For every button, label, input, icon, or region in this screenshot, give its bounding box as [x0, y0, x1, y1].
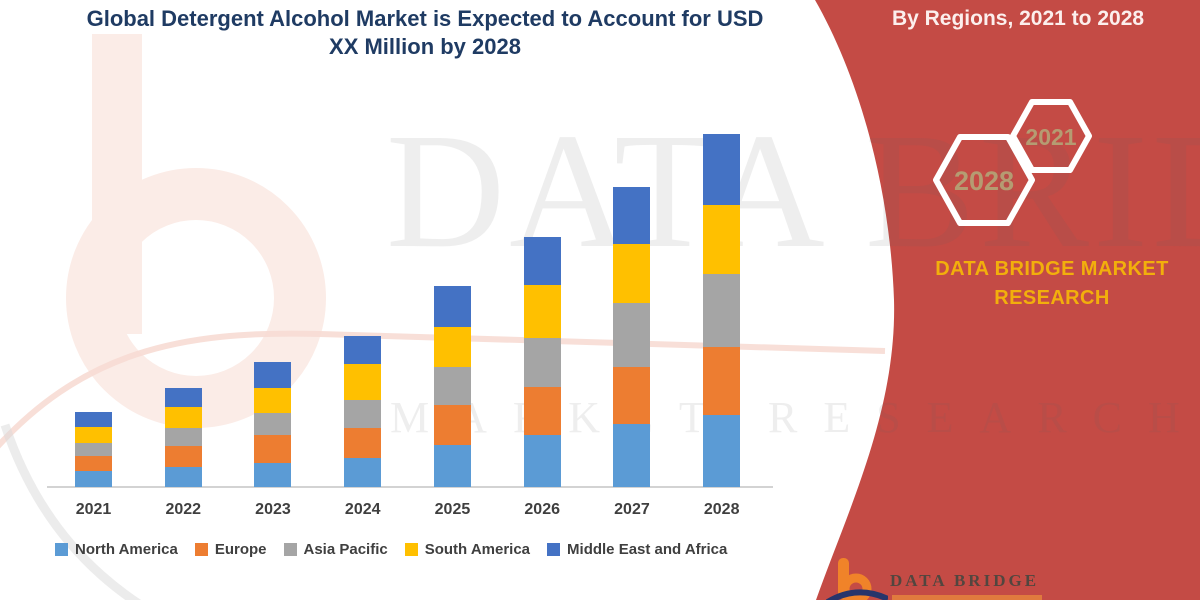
red-banner-path — [815, 0, 1200, 600]
bar-segment-2026-europe — [523, 387, 561, 435]
legend-label: Europe — [214, 541, 267, 558]
bar-segment-2028-middle-east-and-africa — [703, 134, 741, 205]
footer-logo-subtext-sliver — [892, 595, 1042, 600]
chart-title: Global Detergent Alcohol Market is Expec… — [86, 6, 764, 59]
footer-logo-name: DATA BRIDGE — [890, 571, 1040, 590]
bar-segment-2026-asia-pacific — [523, 338, 561, 387]
bar-segment-2028-asia-pacific — [703, 274, 741, 347]
x-axis-label-2023: 2023 — [255, 501, 291, 518]
bar-segment-2028-south-america — [703, 205, 741, 274]
bar-2027 — [613, 187, 651, 487]
bar-segment-2027-middle-east-and-africa — [613, 187, 651, 244]
chart-legend: North America Europe Asia Pacific South Ame… — [55, 541, 727, 558]
bar-2026 — [523, 237, 561, 487]
bar-segment-2022-south-america — [164, 407, 202, 428]
bar-segment-2026-middle-east-and-africa — [523, 237, 561, 285]
legend-label: South America — [424, 541, 531, 558]
bar-segment-2023-asia-pacific — [254, 413, 292, 435]
bar-segment-2027-north-america — [613, 424, 651, 487]
bar-segment-2021-europe — [75, 456, 112, 471]
bar-segment-2025-north-america — [433, 445, 471, 487]
watermark-market-research: MARKET RESEARCH — [390, 393, 1200, 442]
hexagon-2028 — [933, 134, 1035, 226]
watermark-data-bridge: DATA BRIDGE — [386, 99, 1200, 282]
bar-segment-2024-north-america — [344, 458, 382, 487]
bar-segment-2024-south-america — [344, 364, 382, 400]
bar-segment-2023-europe — [254, 435, 292, 463]
bar-2023 — [254, 362, 292, 487]
legend-label: North America — [75, 541, 178, 558]
bar-segment-2021-middle-east-and-africa — [75, 412, 112, 427]
hexagon-year-2028: 2028 — [953, 166, 1015, 196]
legend-swatch-icon — [404, 543, 418, 556]
bar-segment-2021-north-america — [75, 471, 112, 487]
legend-item-middle-east-and-africa: Middle East and Africa — [547, 541, 727, 558]
footer-logo: DATA BRIDGE — [825, 556, 1042, 600]
bar-segment-2025-middle-east-and-africa — [433, 286, 471, 327]
bar-2024 — [344, 336, 382, 487]
bar-segment-2027-asia-pacific — [613, 303, 651, 367]
bar-2021 — [75, 412, 112, 487]
bar-segment-2028-north-america — [703, 415, 741, 487]
bar-segment-2025-south-america — [433, 327, 471, 367]
x-axis-label-2026: 2026 — [524, 501, 560, 518]
bar-segment-2025-europe — [433, 405, 471, 445]
legend-swatch-icon — [283, 543, 297, 556]
x-axis-label-2021: 2021 — [75, 501, 112, 518]
legend-label: Asia Pacific — [303, 541, 388, 558]
b-logo-bowl — [840, 573, 872, 600]
gray-arc-swoosh — [0, 423, 142, 600]
bar-segment-2024-europe — [344, 428, 382, 458]
legend-swatch-icon — [194, 543, 208, 556]
hexagon-year-2021: 2021 — [1025, 124, 1077, 150]
bar-segment-2022-middle-east-and-africa — [164, 388, 202, 407]
bar-2025 — [433, 286, 471, 487]
x-axis-label-2028: 2028 — [703, 501, 740, 518]
bar-segment-2022-north-america — [164, 467, 202, 487]
bar-segment-2024-middle-east-and-africa — [344, 336, 382, 364]
bar-segment-2026-north-america — [523, 435, 561, 487]
legend-swatch-icon — [547, 543, 561, 556]
legend-item-asia-pacific: Asia Pacific — [283, 541, 388, 558]
bar-segment-2021-south-america — [75, 427, 112, 443]
bar-segment-2023-middle-east-and-africa — [254, 362, 292, 388]
bar-segment-2022-asia-pacific — [164, 428, 202, 446]
legend-item-north-america: North America — [55, 541, 178, 558]
bar-segment-2022-europe — [164, 446, 202, 467]
legend-swatch-icon — [55, 543, 68, 556]
bar-segment-2021-asia-pacific — [75, 443, 112, 456]
bar-segment-2028-europe — [703, 347, 741, 415]
brand-name: DATA BRIDGE MARKET RESEARCH — [935, 258, 1169, 309]
bar-segment-2026-south-america — [523, 285, 561, 338]
bar-2022 — [164, 388, 202, 487]
legend-item-south-america: South America — [404, 541, 531, 558]
x-axis-label-2022: 2022 — [165, 501, 202, 518]
legend-item-europe: Europe — [194, 541, 267, 558]
pink-swoosh-line — [0, 330, 886, 449]
hexagon-2021 — [1010, 99, 1092, 173]
x-axis-label-2025: 2025 — [434, 501, 471, 518]
x-axis-line — [47, 486, 773, 488]
x-axis-label-2024: 2024 — [344, 501, 381, 518]
bar-segment-2023-south-america — [254, 388, 292, 413]
bar-segment-2024-asia-pacific — [344, 400, 382, 428]
x-axis-label-2027: 2027 — [614, 501, 650, 518]
bar-segment-2023-north-america — [254, 463, 292, 487]
bar-segment-2025-asia-pacific — [433, 367, 471, 405]
banner-subtitle: By Regions, 2021 to 2028 — [891, 7, 1145, 30]
bar-segment-2027-europe — [613, 367, 651, 424]
bar-2028 — [703, 134, 741, 487]
footer-b-logo-icon — [825, 558, 890, 600]
bar-segment-2027-south-america — [613, 244, 651, 303]
legend-label: Middle East and Africa — [567, 541, 728, 558]
